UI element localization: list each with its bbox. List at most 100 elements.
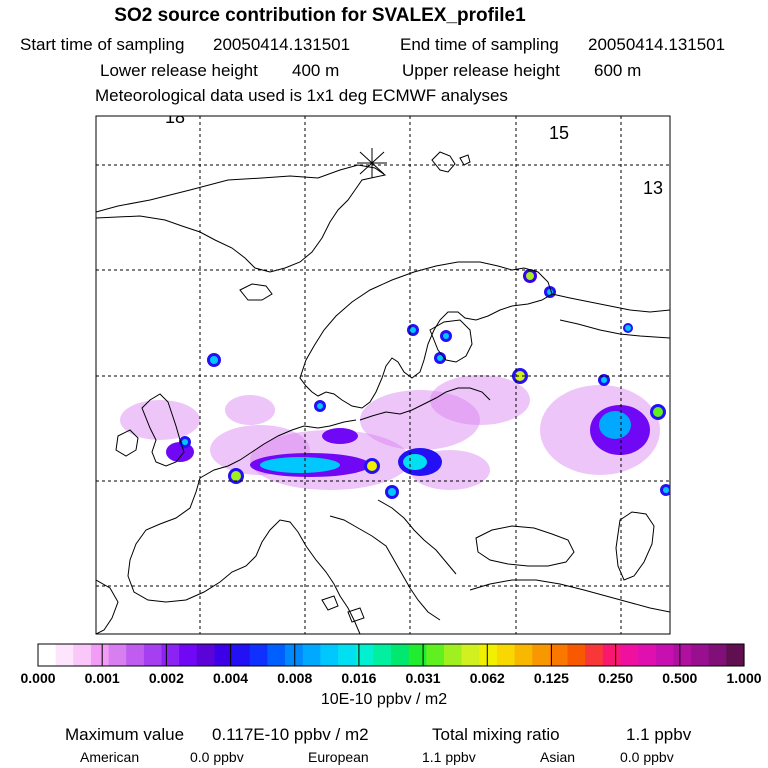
legend-color-cell — [691, 644, 710, 666]
legend-tick-label: 0.001 — [84, 670, 120, 686]
concentration-hotspot — [663, 487, 669, 493]
met-data-note: Meteorological data used is 1x1 deg ECMW… — [95, 86, 508, 105]
contour-label: 18 — [165, 107, 185, 127]
coastline-ireland — [115, 429, 139, 457]
concentration-core — [403, 454, 427, 470]
contour-label: 15 — [549, 123, 569, 143]
legend-color-cell — [391, 644, 410, 666]
legend-color-cell — [673, 644, 692, 666]
legend-color-cell — [708, 644, 727, 666]
release-star-icon — [357, 148, 387, 178]
legend-color-cell — [55, 644, 74, 666]
legend-color-cell — [161, 644, 180, 666]
lower-height-value: 400 m — [292, 61, 340, 80]
legend-color-cell — [496, 644, 516, 666]
legend-color-cell — [196, 644, 216, 666]
total-mixing-value: 1.1 ppbv — [626, 725, 692, 744]
concentration-field — [120, 269, 670, 499]
concentration-hotspot — [367, 461, 377, 471]
legend-color-cell — [585, 644, 604, 666]
legend-unit: 10E-10 ppbv / m2 — [320, 691, 448, 708]
legend-color-cell — [285, 644, 304, 666]
contour-label: 13 — [643, 178, 663, 198]
concentration-hotspot — [231, 471, 241, 481]
legend-color-cell — [302, 644, 321, 666]
coastline-iceland — [239, 283, 273, 301]
legend-color-cell — [602, 644, 622, 666]
legend-color-cell — [443, 644, 463, 666]
legend-color-cell — [655, 644, 674, 666]
legend-color-cell — [214, 644, 233, 666]
concentration-hotspot — [443, 333, 449, 339]
legend-color-cell — [38, 644, 57, 666]
legend-color-cell — [479, 644, 498, 666]
legend-color-cell — [549, 644, 569, 666]
legend-color-cell — [461, 644, 480, 666]
legend-tick-label: 0.000 — [20, 670, 56, 686]
coastline-svalbard — [431, 151, 456, 173]
concentration-hotspot — [410, 327, 416, 333]
legend-color-cell — [408, 644, 427, 666]
legend-tick-label: 0.002 — [148, 670, 184, 686]
max-value-label: Maximum value — [65, 725, 185, 744]
concentration-core — [260, 457, 340, 473]
legend-color-cell — [126, 644, 145, 666]
concentration-hotspot — [388, 488, 396, 496]
legend-color-cell — [355, 644, 374, 666]
concentration-haze — [430, 375, 530, 425]
concentration-hotspot — [317, 403, 323, 409]
legend-color-cell — [143, 644, 163, 666]
legend-tick-label: 0.500 — [662, 670, 698, 686]
coastline-baltic — [359, 387, 491, 421]
coastline-europe — [199, 419, 357, 479]
legend-tick-label: 1.000 — [726, 670, 762, 686]
coastline-caspian — [615, 511, 655, 581]
legend-color-cell — [232, 644, 251, 666]
legend-color-cell — [567, 644, 586, 666]
concentration-hotspot — [515, 371, 525, 381]
concentration-hotspot — [601, 377, 607, 383]
legend-color-cell — [620, 644, 639, 666]
graticule — [96, 116, 670, 634]
legend-color-cell — [373, 644, 392, 666]
american-label: American — [80, 749, 140, 765]
legend-tick-label: 0.004 — [213, 670, 249, 686]
concentration-hotspot — [625, 325, 631, 331]
legend-tick-label: 0.016 — [341, 670, 377, 686]
legend-tick-label: 0.062 — [469, 670, 505, 686]
end-time-label: End time of sampling — [400, 35, 559, 54]
legend-color-cell — [267, 644, 286, 666]
concentration-core — [599, 411, 631, 439]
concentration-hotspot — [653, 407, 663, 417]
legend-color-cell — [179, 644, 198, 666]
concentration-hotspot — [182, 439, 188, 445]
legend-color-cell — [73, 644, 92, 666]
legend-tick-label: 0.008 — [277, 670, 313, 686]
start-time-value: 20050414.131501 — [213, 35, 351, 54]
coastline-britain — [141, 393, 185, 467]
european-label: European — [308, 749, 369, 765]
legend-color-cell — [726, 644, 745, 666]
coastline-scandinavia — [299, 261, 553, 409]
legend-color-cell — [532, 644, 551, 666]
concentration-hotspot — [210, 356, 218, 364]
legend-color-cell — [338, 644, 357, 666]
legend-tick-label: 0.031 — [405, 670, 441, 686]
legend-color-cell — [638, 644, 657, 666]
start-time-label: Start time of sampling — [20, 35, 185, 54]
concentration-hotspot — [526, 272, 534, 280]
asian-value: 0.0 ppbv — [620, 749, 674, 765]
legend-tick-label: 0.250 — [598, 670, 634, 686]
concentration-haze — [120, 400, 200, 440]
coastlines — [96, 151, 670, 634]
map-title: SO2 source contribution for SVALEX_profi… — [114, 5, 526, 26]
asian-label: Asian — [540, 749, 576, 765]
legend-color-cell — [90, 644, 110, 666]
upper-height-value: 600 m — [594, 61, 642, 80]
concentration-haze — [360, 390, 480, 450]
max-value: 0.117E-10 ppbv / m2 — [212, 725, 369, 744]
lower-height-label: Lower release height — [100, 61, 258, 80]
legend-color-cell — [108, 644, 127, 666]
